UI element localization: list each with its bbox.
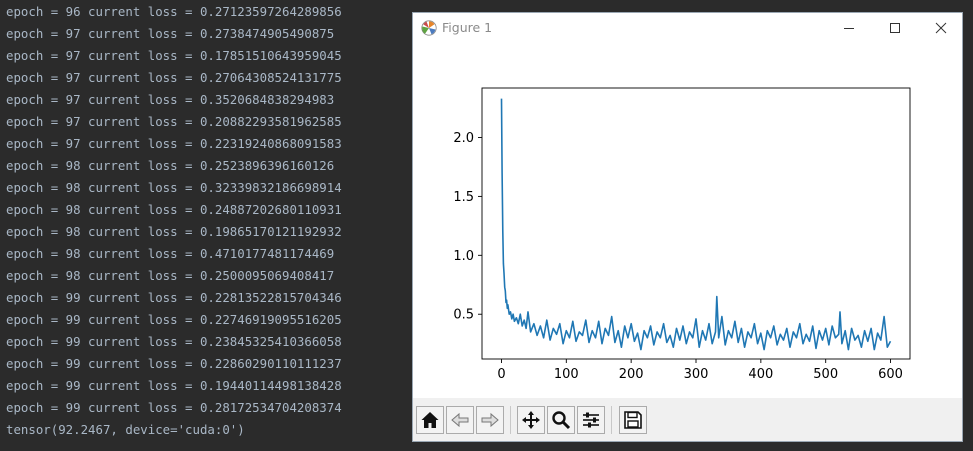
close-button[interactable] [918,13,964,43]
console-line: epoch = 97 current loss = 0.273847490549… [6,26,335,41]
pan-button[interactable] [517,406,545,434]
y-tick-label: 2.0 [453,131,474,146]
console-line: epoch = 99 current loss = 0.228135228157… [6,290,342,305]
save-button[interactable] [619,406,647,434]
zoom-icon [552,411,571,430]
console-line: epoch = 98 current loss = 0.471017748117… [6,246,335,261]
back-button[interactable] [446,406,474,434]
pan-icon [522,411,540,429]
console-line: epoch = 99 current loss = 0.227469190955… [6,312,342,327]
axes-frame [481,87,911,360]
console-line: epoch = 97 current loss = 0.352068483829… [6,92,335,107]
console-line: epoch = 98 current loss = 0.323398321866… [6,180,342,195]
home-icon [421,412,439,428]
home-button[interactable] [416,406,444,434]
y-tick-label: 0.5 [453,308,474,323]
minimize-button[interactable] [826,13,872,43]
figure-window: Figure 1 0 100 200 300 400 500 600 0.5 1.0 1.5 2.… [412,12,963,442]
console-line: epoch = 98 current loss = 0.198651701211… [6,224,342,239]
console-line: epoch = 97 current loss = 0.270643085241… [6,70,342,85]
x-tick-label: 100 [554,367,579,382]
console-line: epoch = 96 current loss = 0.271235972642… [6,4,342,19]
console-panel[interactable]: epoch = 96 current loss = 0.271235972642… [0,0,410,451]
plot-canvas[interactable]: 0 100 200 300 400 500 600 0.5 1.0 1.5 2.0 [413,43,962,398]
console-line: epoch = 97 current loss = 0.178515106439… [6,48,342,63]
x-tick-label: 200 [619,367,644,382]
console-line: epoch = 98 current loss = 0.248872026801… [6,202,342,217]
toolbar-separator [510,406,511,434]
window-title: Figure 1 [442,20,493,35]
back-icon [451,412,469,428]
console-line: epoch = 99 current loss = 0.281725347042… [6,400,342,415]
maximize-icon [890,23,900,33]
configure-subplots-button[interactable] [577,406,605,434]
close-icon [935,22,947,34]
y-tick-label: 1.0 [453,249,474,264]
console-line: epoch = 99 current loss = 0.194401144981… [6,378,342,393]
save-icon [624,411,642,429]
console-line: epoch = 99 current loss = 0.238453254103… [6,334,342,349]
series-group [500,98,892,351]
forward-icon [481,412,499,428]
x-axis: 0 100 200 300 400 500 600 [497,359,903,382]
x-tick-label: 0 [497,367,505,382]
maximize-button[interactable] [872,13,918,43]
console-line: epoch = 99 current loss = 0.228602901101… [6,356,342,371]
console-result-line: tensor(92.2467, device='cuda:0') [6,422,245,437]
toolbar-separator [611,406,612,434]
toolbar [413,398,962,441]
zoom-button[interactable] [547,406,575,434]
x-tick-label: 300 [684,367,709,382]
matplotlib-logo-icon [421,20,437,36]
title-bar[interactable]: Figure 1 [413,13,962,43]
y-tick-label: 1.5 [453,190,474,205]
console-line: epoch = 97 current loss = 0.208822935819… [6,114,342,129]
loss-series-line [500,98,892,351]
console-line: epoch = 98 current loss = 0.250009506940… [6,268,335,283]
minimize-icon [844,28,854,29]
console-line: epoch = 98 current loss = 0.252389639616… [6,158,335,173]
x-tick-label: 600 [878,367,903,382]
configure-subplots-icon [583,412,599,428]
console-line: epoch = 97 current loss = 0.223192408680… [6,136,342,151]
loss-line-chart: 0 100 200 300 400 500 600 0.5 1.0 1.5 2.0 [453,87,911,382]
y-axis: 0.5 1.0 1.5 2.0 [453,131,482,323]
x-tick-label: 400 [748,367,773,382]
forward-button[interactable] [476,406,504,434]
x-tick-label: 500 [813,367,838,382]
